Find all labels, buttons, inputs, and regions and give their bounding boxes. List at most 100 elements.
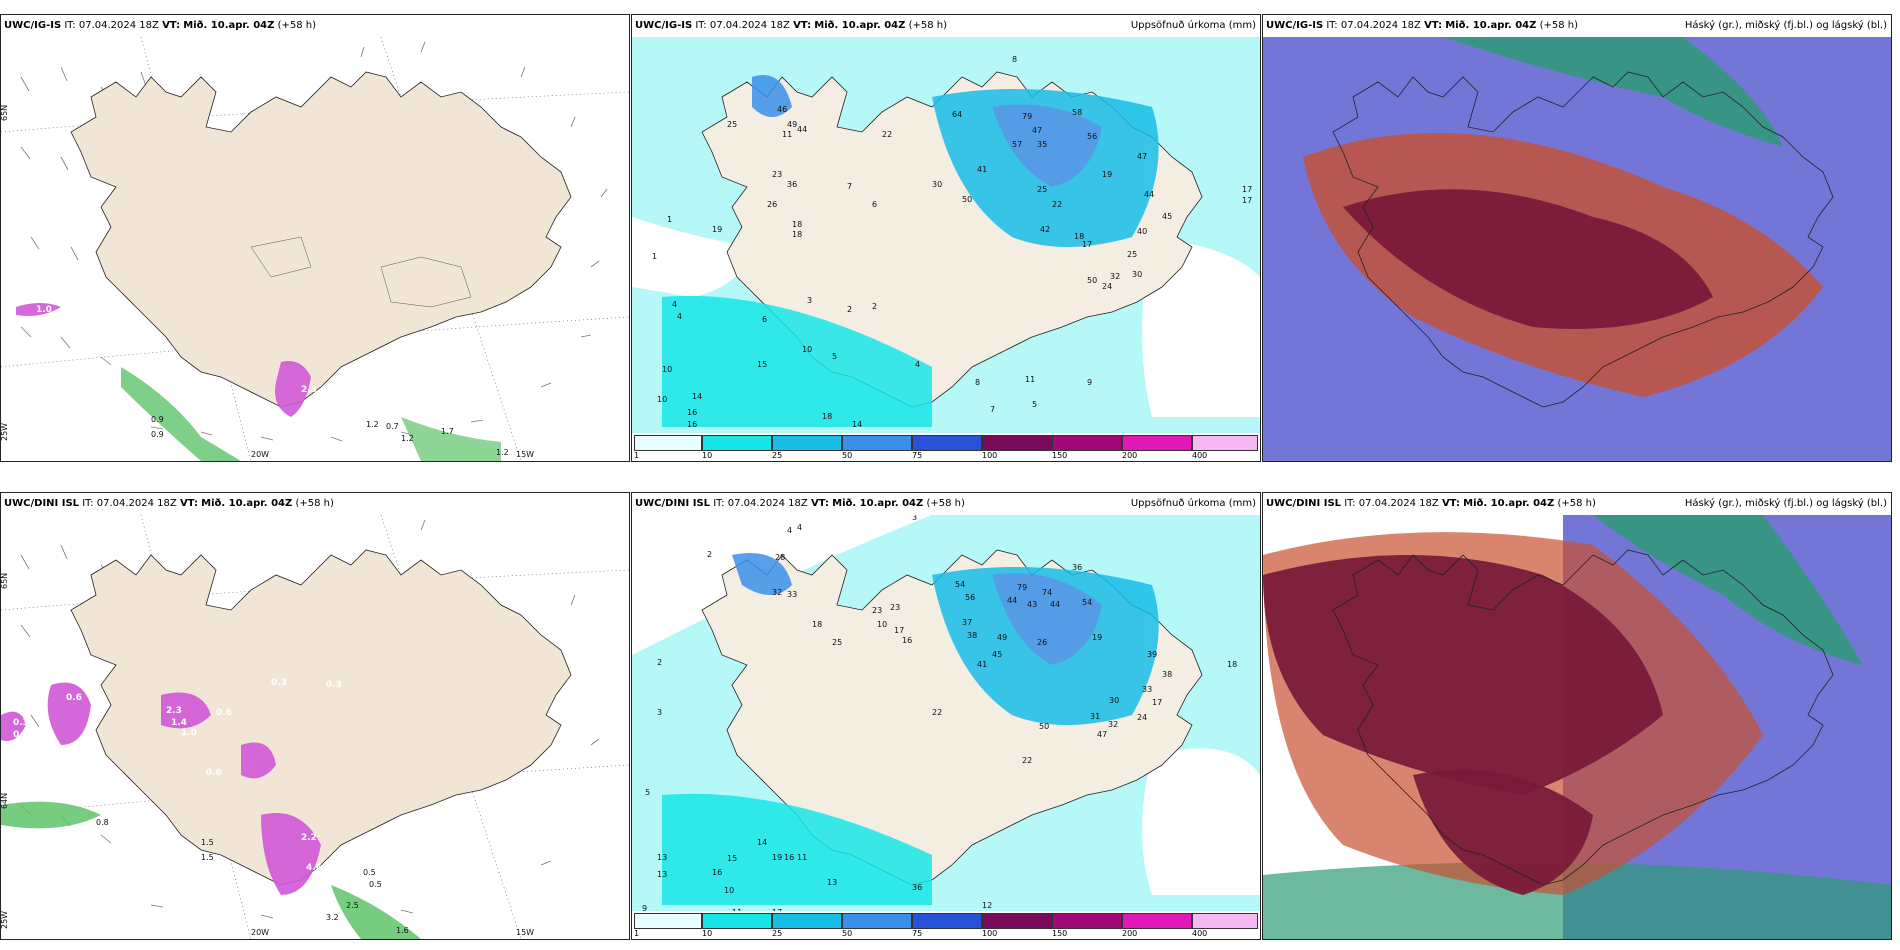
precip-value: 54	[955, 580, 965, 589]
precip-value: 23	[772, 170, 782, 179]
precip-value: 45	[1162, 212, 1172, 221]
overlay-value: 0.5	[363, 868, 376, 877]
precip-magenta	[275, 361, 311, 417]
colorbar-label: 75	[912, 451, 923, 460]
lat-label: 65N	[1, 573, 9, 589]
panel-title: UWC/DINI ISL IT: 07.04.2024 18Z VT: Mið.…	[632, 493, 1260, 515]
precip-value: 25	[727, 120, 737, 129]
init-time: 07.04.2024 18Z	[709, 20, 790, 31]
panel-title: UWC/IG-IS IT: 07.04.2024 18Z VT: Mið. 10…	[1, 15, 629, 37]
lat-label: 65N	[1, 105, 9, 121]
precip-value: 32	[1108, 720, 1118, 729]
model-name: UWC/DINI ISL	[1266, 498, 1342, 509]
precip-value: 2	[847, 305, 852, 314]
precip-value: 10	[662, 365, 672, 374]
cloud-high	[1443, 37, 1783, 147]
overlay-value: 0.6	[206, 768, 222, 778]
precip-value: 5	[832, 352, 837, 361]
precip-value: 13	[657, 853, 667, 862]
dry-area	[632, 217, 752, 297]
colorbar-cell	[1052, 913, 1122, 929]
precip-value: 49	[997, 633, 1007, 642]
precip-value: 37	[962, 618, 972, 627]
precip-value: 10	[724, 886, 734, 895]
valid-time: Mið. 10.apr. 04Z	[201, 498, 293, 509]
init-label: IT:	[64, 20, 76, 31]
colorbar-cell	[982, 435, 1052, 451]
colorbar-label: 50	[842, 451, 853, 460]
model-name: UWC/IG-IS	[1266, 20, 1324, 31]
cloud-mid-dark	[1263, 555, 1663, 795]
init-label: IT:	[713, 498, 725, 509]
precip-value: 10	[657, 395, 667, 404]
valid-time: Mið. 10.apr. 04Z	[183, 20, 275, 31]
colorbar-label: 150	[1052, 451, 1068, 460]
lead-time: (+58 h)	[295, 498, 334, 509]
colorbar-label: 400	[1192, 451, 1208, 460]
lead-time: (+58 h)	[277, 20, 316, 31]
precip-value: 12	[982, 901, 992, 910]
valid-label: VT:	[810, 498, 829, 509]
precip-value: 3	[657, 708, 662, 717]
cloud-map	[1263, 515, 1891, 939]
precip-value: 7	[990, 405, 995, 414]
valid-time: Mið. 10.apr. 04Z	[814, 20, 906, 31]
precip-value: 16	[712, 868, 722, 877]
precip-value: 33	[1142, 685, 1152, 694]
overlay-value: 1.2	[496, 448, 509, 457]
precip-value: 13	[827, 878, 837, 887]
precip-value: 30	[1132, 270, 1142, 279]
valid-time: Mið. 10.apr. 04Z	[1445, 20, 1537, 31]
cloud-mid-dark-south	[1413, 770, 1593, 895]
precip-value: 35	[1037, 140, 1047, 149]
precip-green-band-east	[331, 885, 421, 939]
lon-label: 20W	[251, 928, 269, 937]
lon-label: 25W	[1, 423, 9, 441]
precip-value: 19	[1102, 170, 1112, 179]
precip-value: 10	[877, 620, 887, 629]
valid-label: VT:	[1441, 498, 1460, 509]
precip-value: 11	[782, 130, 792, 139]
iceland-land	[70, 549, 572, 886]
overlay-value: 1.2	[366, 420, 379, 429]
field-title: Uppsöfnuð úrkoma (mm)	[1130, 498, 1256, 509]
precip-shading	[662, 553, 1159, 905]
overlay-value: 0.3	[13, 718, 29, 728]
colorbar-cell	[634, 435, 702, 451]
overlay-value: 1.5	[201, 838, 214, 847]
overlay-value: 2.5	[346, 901, 359, 910]
precip-value: 17	[894, 626, 904, 635]
precip-value: 8	[975, 378, 980, 387]
precip-value: 14	[852, 420, 862, 429]
init-time: 07.04.2024 18Z	[96, 498, 177, 509]
precip-green-band-east	[401, 417, 501, 461]
precip-value: 3	[912, 515, 917, 522]
overlay-values: 1.0 2.3 0.9 0.9 1.2 0.7 1.2 1.7 1.2	[36, 305, 509, 457]
colorbar-cell	[702, 913, 772, 929]
colorbar: 1 10 25 50 75 100 150 200 400	[632, 433, 1260, 461]
precip-value: 22	[1052, 200, 1062, 209]
valid-label: VT:	[1424, 20, 1443, 31]
precip-value: 18	[792, 230, 802, 239]
overlay-value: 2.3	[166, 706, 182, 716]
precip-value: 18	[1227, 660, 1237, 669]
colorbar-cell	[1122, 435, 1192, 451]
lead-time: (+58 h)	[1539, 20, 1578, 31]
colorbar-cell	[982, 913, 1052, 929]
precip-values: 8 11 25 46 49 44 36 23 19 26 18 18 7 6 2…	[652, 55, 1252, 447]
glacier-hatch	[250, 236, 472, 308]
colorbar-cell	[912, 435, 982, 451]
wind-precip-map: 1.0 2.3 0.9 0.9 1.2 0.7 1.2 1.7 1.2 65N …	[1, 37, 629, 461]
precip-value: 43	[1027, 600, 1037, 609]
precip-value: 4	[797, 523, 802, 532]
precip-value: 10	[802, 345, 812, 354]
precip-value: 15	[727, 854, 737, 863]
precip-value: 17	[1152, 698, 1162, 707]
panel-ig-precip: UWC/IG-IS IT: 07.04.2024 18Z VT: Mið. 10…	[631, 14, 1261, 462]
init-time: 07.04.2024 18Z	[727, 498, 808, 509]
precip-value: 11	[797, 853, 807, 862]
colorbar-label: 50	[842, 929, 853, 938]
precip-value: 17	[1082, 240, 1092, 249]
lead-time: (+58 h)	[908, 20, 947, 31]
colorbar-cell	[1192, 435, 1258, 451]
